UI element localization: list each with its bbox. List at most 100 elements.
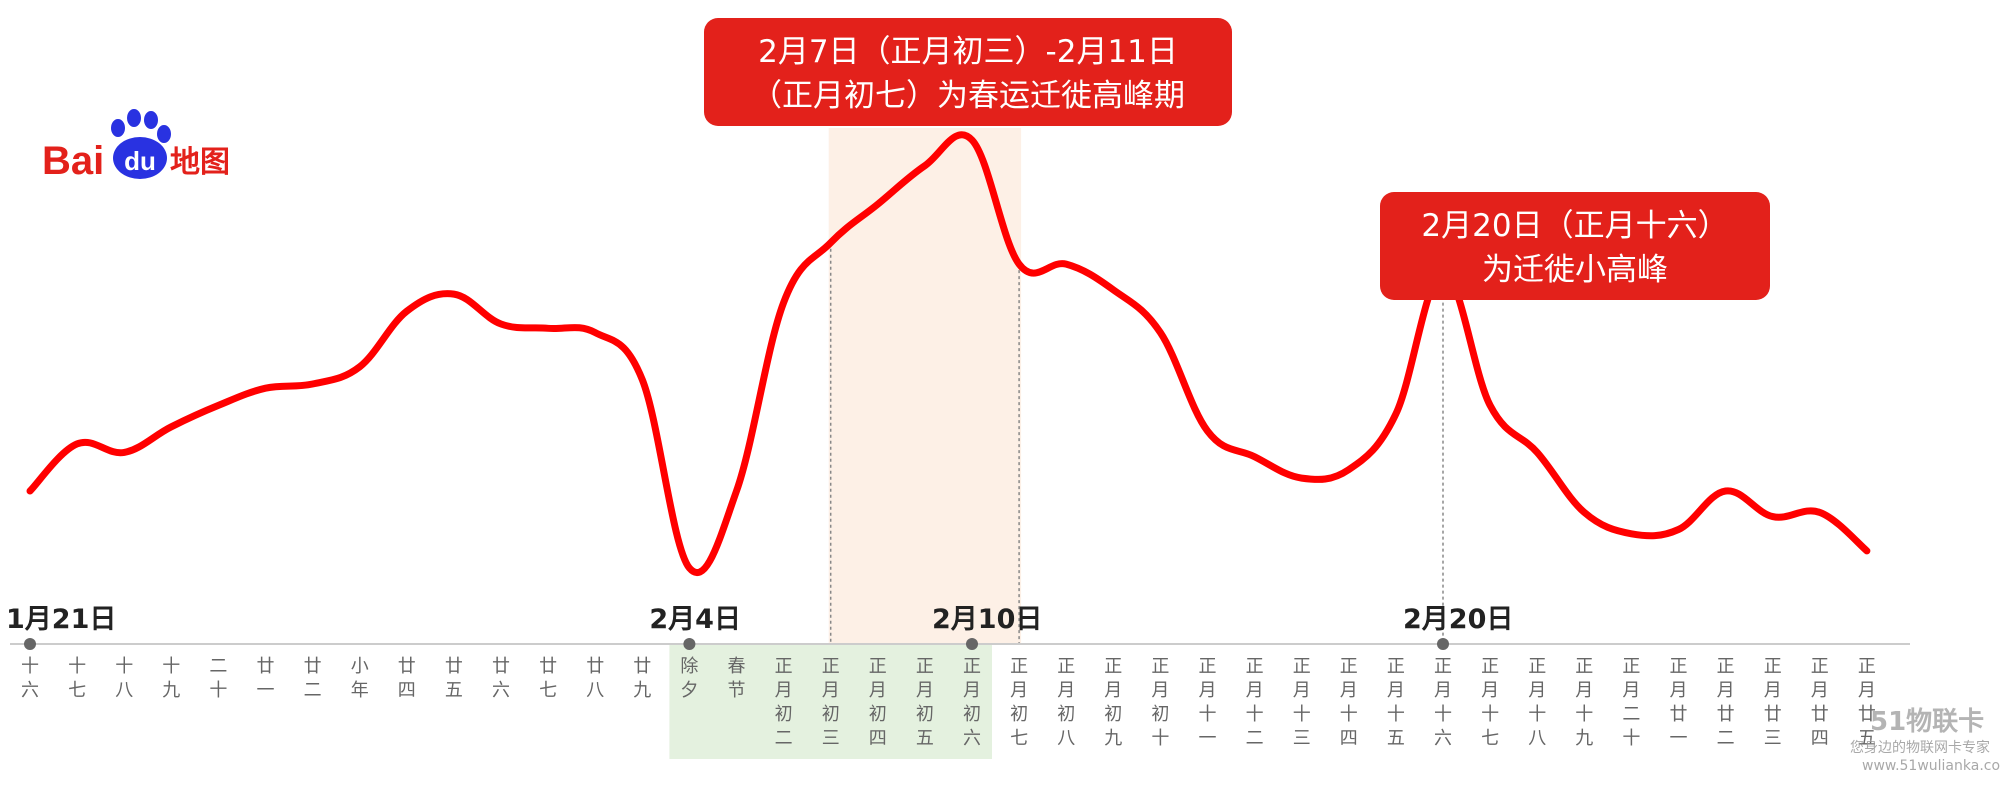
- x-tick-label: 正月初七: [1010, 656, 1028, 749]
- x-tick-char: 月: [1151, 680, 1169, 701]
- x-tick-char: 十: [1528, 704, 1546, 725]
- x-tick-label: 二十: [209, 656, 227, 701]
- x-tick-label: 廿五: [445, 656, 463, 701]
- x-tick-char: 正: [1199, 656, 1217, 677]
- callout-minor-peak-line2: 为迁徙小高峰: [1482, 252, 1668, 288]
- x-tick-char: 正: [963, 656, 981, 677]
- x-tick-char: 七: [1010, 728, 1028, 749]
- x-tick-label: 十八: [115, 656, 133, 701]
- x-tick-char: 月: [1293, 680, 1311, 701]
- x-tick-char: 月: [963, 680, 981, 701]
- x-tick-char: 十: [1622, 728, 1640, 749]
- x-tick-char: 八: [115, 680, 133, 701]
- x-tick-char: 十: [1246, 704, 1264, 725]
- x-tick-char: 三: [1293, 728, 1311, 749]
- x-tick-char: 六: [963, 728, 981, 749]
- x-tick-char: 八: [1528, 728, 1546, 749]
- x-tick-char: 月: [1104, 680, 1122, 701]
- x-tick-char: 正: [916, 656, 934, 677]
- callout-minor-peak: 2月20日（正月十六） 为迁徙小高峰: [1380, 192, 1770, 300]
- x-tick-char: 七: [539, 680, 557, 701]
- x-tick-char: 正: [775, 656, 793, 677]
- x-tick-char: 小: [351, 656, 369, 677]
- x-tick-char: 二: [775, 728, 793, 749]
- x-tick-char: 月: [1246, 680, 1264, 701]
- callout-peak-box: [704, 18, 1232, 126]
- x-tick-char: 月: [1434, 680, 1452, 701]
- x-tick-char: 初: [1104, 704, 1122, 725]
- x-tick-char: 四: [1340, 728, 1358, 749]
- x-tick-char: 月: [869, 680, 887, 701]
- x-tick-char: 九: [162, 680, 180, 701]
- date-label-0: 1月21日: [6, 604, 116, 635]
- x-tick-label: 廿二: [304, 656, 322, 701]
- watermark-url: www.51wulianka.com: [1862, 758, 2000, 774]
- x-tick-char: 廿: [492, 656, 510, 677]
- x-tick-char: 五: [916, 728, 934, 749]
- date-label-2: 2月10日: [932, 604, 1042, 635]
- x-tick-char: 一: [1199, 728, 1217, 749]
- series-line: [26, 131, 1871, 576]
- x-tick-char: 除: [680, 656, 698, 677]
- x-tick-char: 廿: [1811, 704, 1829, 725]
- x-tick-char: 正: [1340, 656, 1358, 677]
- x-tick-char: 十: [1575, 704, 1593, 725]
- x-tick-label: 正月十六: [1434, 656, 1452, 749]
- x-tick-char: 四: [869, 728, 887, 749]
- x-tick-char: 正: [869, 656, 887, 677]
- x-tick-char: 月: [1622, 680, 1640, 701]
- x-tick-char: 正: [1293, 656, 1311, 677]
- x-tick-char: 正: [1622, 656, 1640, 677]
- x-tick-char: 正: [1246, 656, 1264, 677]
- x-tick-labels: 十六十七十八十九二十廿一廿二小年廿四廿五廿六廿七廿八廿九除夕春节正月初二正月初三…: [21, 656, 1876, 749]
- x-tick-char: 月: [1764, 680, 1782, 701]
- callout-peak-line2: （正月初七）为春运迁徙高峰期: [751, 78, 1185, 114]
- x-tick-char: 一: [1670, 728, 1688, 749]
- x-tick-label: 廿七: [539, 656, 557, 701]
- x-tick-char: 节: [728, 680, 746, 701]
- callout-peak: 2月7日（正月初三）-2月11日 （正月初七）为春运迁徙高峰期: [704, 18, 1232, 126]
- x-tick-char: 六: [1434, 728, 1452, 749]
- background-bands: [669, 128, 1022, 759]
- x-tick-char: 十: [1199, 704, 1217, 725]
- x-tick-char: 廿: [1670, 704, 1688, 725]
- x-tick-char: 十: [68, 656, 86, 677]
- x-tick-char: 十: [1151, 728, 1169, 749]
- x-tick-label: 廿六: [492, 656, 510, 701]
- x-tick-char: 二: [1246, 728, 1264, 749]
- x-tick-char: 月: [1858, 680, 1876, 701]
- x-tick-char: 廿: [633, 656, 651, 677]
- x-tick-char: 初: [1151, 704, 1169, 725]
- x-tick-char: 月: [1340, 680, 1358, 701]
- x-tick-char: 十: [115, 656, 133, 677]
- x-tick-char: 十: [1340, 704, 1358, 725]
- x-tick-char: 十: [1434, 704, 1452, 725]
- x-tick-char: 六: [21, 680, 39, 701]
- watermark-brand: 51物联卡: [1870, 707, 1984, 737]
- x-tick-char: 正: [1481, 656, 1499, 677]
- x-tick-char: 正: [1387, 656, 1405, 677]
- x-tick-char: 正: [1057, 656, 1075, 677]
- x-tick-char: 正: [1717, 656, 1735, 677]
- x-tick-label: 除夕: [680, 656, 698, 701]
- x-tick-char: 七: [1481, 728, 1499, 749]
- x-tick-char: 二: [304, 680, 322, 701]
- guide-lines: [829, 242, 1444, 644]
- x-tick-char: 十: [209, 680, 227, 701]
- x-tick-char: 初: [916, 704, 934, 725]
- x-tick-char: 正: [1151, 656, 1169, 677]
- x-tick-char: 九: [1575, 728, 1593, 749]
